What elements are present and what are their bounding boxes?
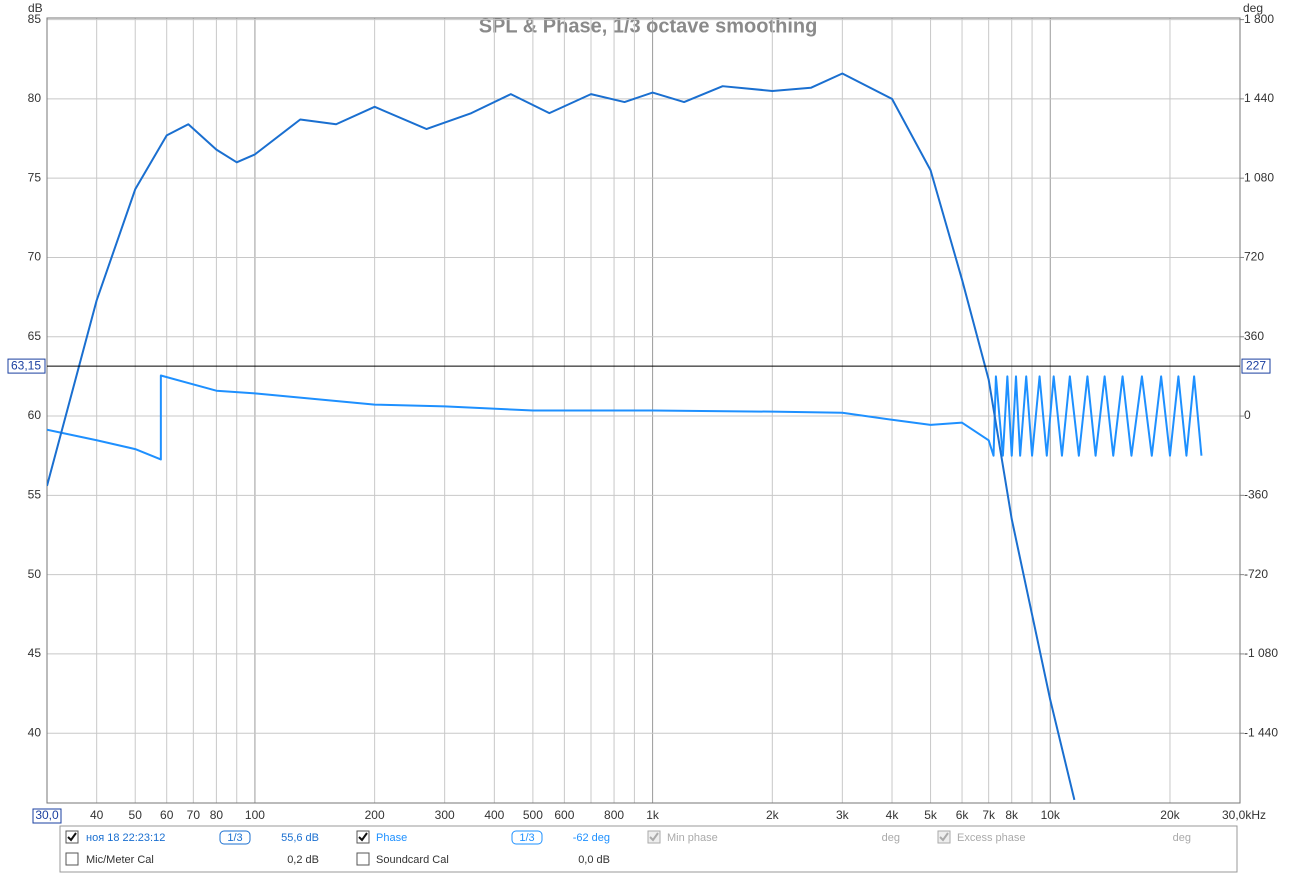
- y-axis-label: dB: [28, 1, 43, 15]
- y2-tick-label: -360: [1244, 488, 1268, 502]
- y-tick-label: 60: [28, 408, 42, 422]
- legend-value: 0,0 dB: [578, 854, 610, 866]
- y2-tick-label: 0: [1244, 408, 1251, 422]
- y-tick-label: 40: [28, 725, 42, 739]
- x-tick-label: 10k: [1041, 808, 1061, 822]
- x-tick-label: 30,0: [35, 808, 59, 822]
- legend-text: Soundcard Cal: [376, 854, 449, 866]
- y-tick-label: 45: [28, 646, 42, 660]
- y-tick-label: 70: [28, 250, 42, 264]
- series-line: [47, 72, 1076, 801]
- y2-tick-label: -720: [1244, 567, 1268, 581]
- y-tick-label: 65: [28, 329, 42, 343]
- smoothing-text: 1/3: [227, 832, 242, 844]
- check: [67, 832, 77, 842]
- y-tick-label: 55: [28, 488, 42, 502]
- legend-text: Min phase: [667, 832, 718, 844]
- cursor-y2-label: 227: [1246, 358, 1266, 372]
- x-tick-label: 300: [435, 808, 455, 822]
- legend-value: 0,2 dB: [287, 854, 319, 866]
- x-tick-label: 8k: [1005, 808, 1019, 822]
- cursor-box: [1241, 358, 1271, 374]
- y-tick-label: 50: [28, 567, 42, 581]
- check: [939, 832, 949, 842]
- x-tick-label: 5k: [924, 808, 938, 822]
- checkbox[interactable]: [356, 852, 370, 866]
- x-tick-label: 400: [484, 808, 504, 822]
- x-tick-label: 6k: [956, 808, 970, 822]
- checkbox[interactable]: [65, 852, 79, 866]
- legend-value: deg: [1173, 832, 1191, 844]
- y-tick-label: 75: [28, 170, 42, 184]
- y2-tick-label: 360: [1244, 329, 1264, 343]
- x-tick-label: 2k: [766, 808, 780, 822]
- x-tick-label: 1k: [646, 808, 660, 822]
- x-tick-label: 20k: [1160, 808, 1180, 822]
- y2-tick-label: 720: [1244, 250, 1264, 264]
- legend-value: deg: [882, 832, 900, 844]
- chart-title: SPL & Phase, 1/3 octave smoothing: [479, 15, 818, 37]
- panel: ноя 18 22:23:12 1/3 55,6 dB Phase 1/3 -6…: [65, 830, 1191, 866]
- smoothing-text: 1/3: [519, 832, 534, 844]
- x-tick-label: 100: [245, 808, 265, 822]
- legend-text: Phase: [376, 832, 407, 844]
- legend-text: Mic/Meter Cal: [86, 854, 154, 866]
- smoothing-badge[interactable]: [219, 830, 251, 845]
- cursor-label: 63,15: [11, 358, 41, 372]
- legend-text: Excess phase: [957, 832, 1025, 844]
- x-tick-label: 600: [554, 808, 574, 822]
- x-cursor-box: [32, 808, 62, 824]
- x-tick-label: 80: [210, 808, 224, 822]
- y2-tick-label: 1 440: [1244, 91, 1274, 105]
- series-line: [47, 374, 1203, 461]
- x-tick-label: 70: [187, 808, 201, 822]
- legend-value: 55,6 dB: [281, 832, 319, 844]
- y-tick-label: 80: [28, 91, 42, 105]
- y2-tick-label: 1 080: [1244, 170, 1274, 184]
- legend-text: ноя 18 22:23:12: [86, 832, 165, 844]
- check: [649, 832, 659, 842]
- x-tick-label: 30,0kHz: [1222, 808, 1266, 822]
- x-tick-label: 3k: [836, 808, 850, 822]
- x-tick-label: 7k: [982, 808, 996, 822]
- y2-tick-label: -1 080: [1244, 646, 1278, 660]
- x-tick-label: 200: [365, 808, 385, 822]
- y2-tick-label: 1 800: [1244, 12, 1274, 26]
- x-tick-label: 60: [160, 808, 174, 822]
- plot-frame: [46, 17, 1241, 804]
- check: [358, 832, 368, 842]
- x-tick-label: 800: [604, 808, 624, 822]
- x-tick-label: 40: [90, 808, 104, 822]
- legend-value: -62 deg: [573, 832, 610, 844]
- smoothing-badge[interactable]: [511, 830, 543, 845]
- cursor-box: [7, 358, 46, 374]
- y2-tick-label: -1 440: [1244, 725, 1278, 739]
- x-tick-label: 500: [523, 808, 543, 822]
- y2-axis-label: deg: [1243, 1, 1263, 15]
- y-tick-label: 85: [28, 12, 42, 26]
- x-tick-label: 4k: [886, 808, 900, 822]
- x-tick-label: 50: [129, 808, 143, 822]
